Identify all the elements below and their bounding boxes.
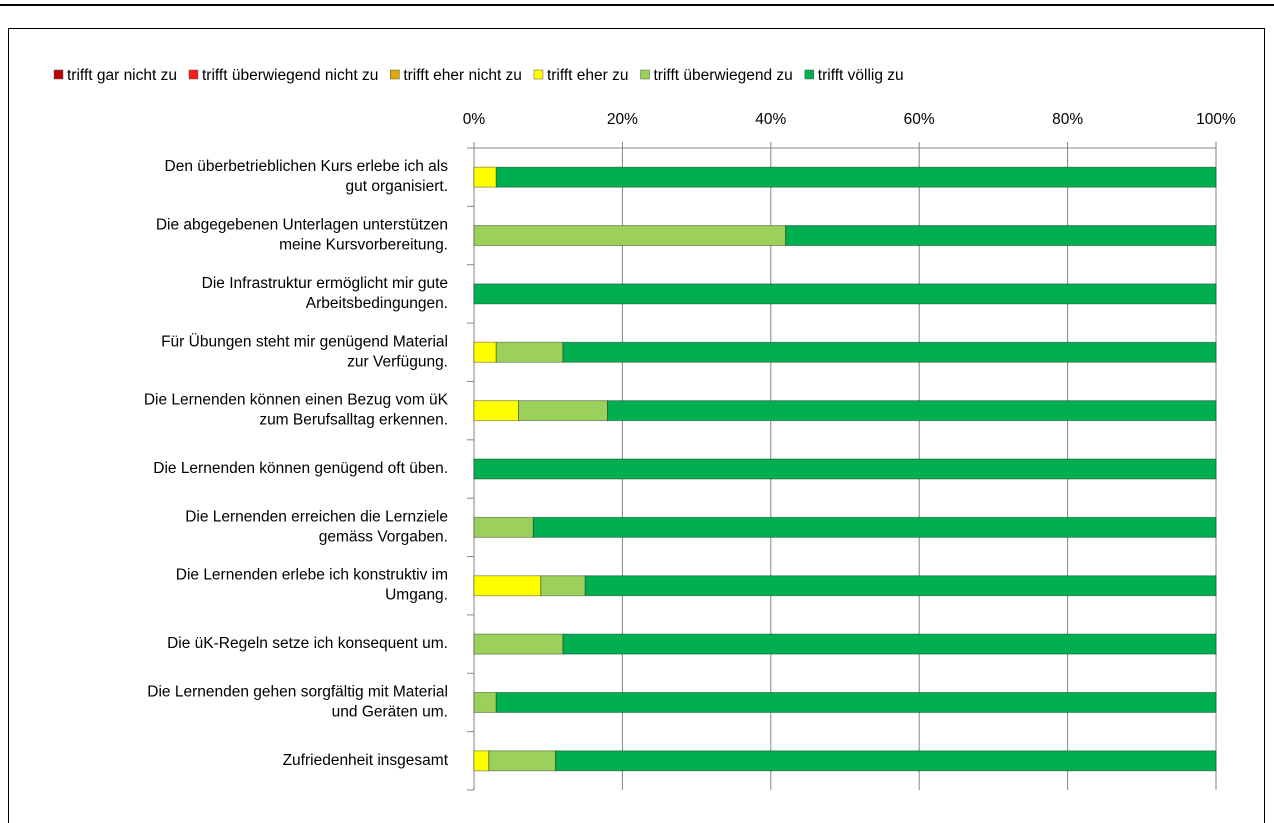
bar-segment xyxy=(495,166,1217,188)
legend-swatch xyxy=(533,69,544,80)
legend-label: trifft eher nicht zu xyxy=(403,67,522,84)
bar-segment xyxy=(473,750,490,772)
legend-label: trifft eher zu xyxy=(547,67,629,84)
x-tick-label: 60% xyxy=(904,111,935,128)
x-tick-label: 0% xyxy=(463,111,486,128)
legend-swatch xyxy=(390,69,400,80)
y-tick-label: Die Lernenden können einen Bezug vom üK z… xyxy=(144,392,449,429)
legend-swatch xyxy=(640,69,650,80)
bar-segment xyxy=(473,458,1217,480)
bar-segment xyxy=(495,691,1217,713)
bar-segment xyxy=(488,750,557,772)
bar-segment xyxy=(473,516,534,538)
y-tick-label: Zufriedenheit insgesamt xyxy=(283,752,449,769)
chart-frame xyxy=(8,28,1265,823)
y-tick-label: Die Lernenden gehen sorgfältig mit Mater… xyxy=(147,684,448,721)
legend-label: trifft gar nicht zu xyxy=(67,67,177,84)
bar-segment xyxy=(473,166,497,188)
bar-segment xyxy=(473,341,497,363)
bar-segment xyxy=(540,575,586,597)
legend-swatch xyxy=(188,69,199,80)
bar-segment xyxy=(495,341,564,363)
y-tick-label: Die Infrastruktur ermöglicht mir gute Arb… xyxy=(202,275,448,312)
legend-label: trifft überwiegend nicht zu xyxy=(202,67,378,84)
y-tick-label: Die abgegebenen Unterlagen unterstützen m… xyxy=(156,217,448,254)
legend-swatch xyxy=(804,69,815,80)
y-tick-label: Die Lernenden können genügend oft üben. xyxy=(153,460,448,477)
x-tick-label: 80% xyxy=(1052,111,1083,128)
bar-segment xyxy=(473,691,497,713)
bar-segment xyxy=(473,283,1217,305)
legend-label: trifft völlig zu xyxy=(818,67,904,84)
y-tick-label: Für Übungen steht mir genügend Material z… xyxy=(161,332,448,370)
x-tick-label: 20% xyxy=(607,111,638,128)
y-tick-label: Die üK-Regeln setze ich konsequent um. xyxy=(167,635,448,652)
legend-label: trifft überwiegend zu xyxy=(654,67,793,84)
bar-segment xyxy=(584,575,1217,597)
bar-segment xyxy=(785,225,1217,247)
legend-swatch xyxy=(53,69,64,80)
bar-segment xyxy=(562,341,1217,363)
bar-segment xyxy=(473,225,787,247)
bar-segment xyxy=(518,400,609,422)
y-tick-label: Den überbetrieblichen Kurs erlebe ich al… xyxy=(165,158,449,195)
bar-segment xyxy=(555,750,1217,772)
bar-segment xyxy=(473,575,542,597)
y-tick-label: Die Lernenden erlebe ich konstruktiv im U… xyxy=(176,567,448,604)
x-tick-label: 40% xyxy=(755,111,786,128)
bar-segment xyxy=(562,633,1217,655)
bar-segment xyxy=(473,633,564,655)
x-tick-label: 100% xyxy=(1196,111,1236,128)
y-tick-label: Die Lernenden erreichen die Lernziele gem… xyxy=(185,508,448,545)
bar-segment xyxy=(532,516,1217,538)
bar-segment xyxy=(473,400,520,422)
bar-segment xyxy=(607,400,1217,422)
